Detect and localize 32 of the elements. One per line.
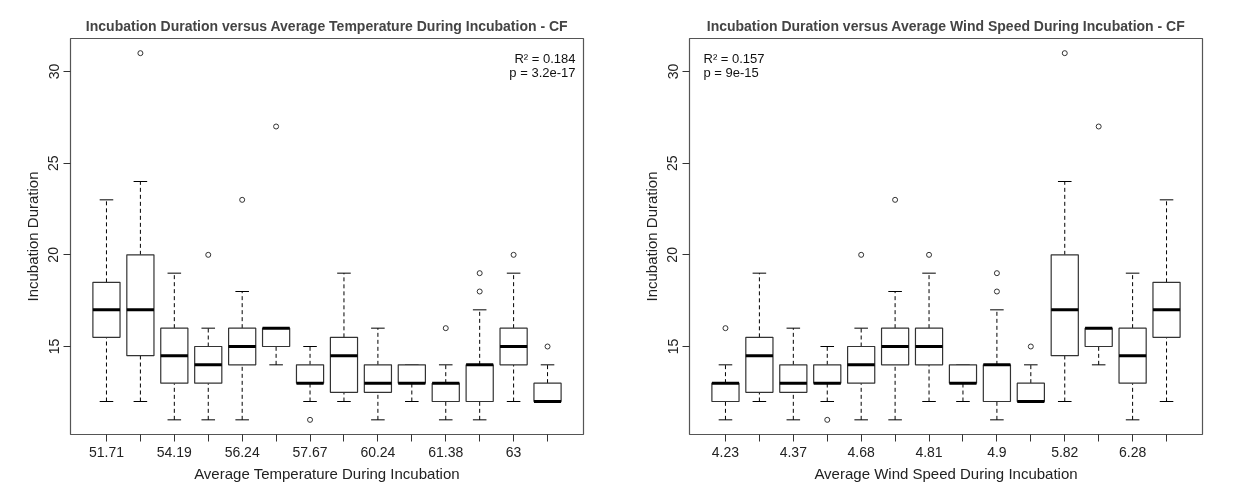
y-tick-label: 25 bbox=[664, 155, 681, 171]
annotation: R² = 0.184 bbox=[514, 50, 576, 66]
x-axis-title: Average Temperature During Incubation bbox=[194, 464, 460, 482]
y-tick-label: 20 bbox=[45, 246, 62, 263]
x-tick-label: 4.23 bbox=[711, 443, 740, 460]
y-tick-label: 30 bbox=[664, 63, 681, 80]
y-tick-label: 15 bbox=[45, 338, 62, 355]
x-tick-label: 60.24 bbox=[360, 443, 396, 460]
y-axis-title: Incubation Duration bbox=[642, 171, 660, 302]
x-tick-label: 6.28 bbox=[1118, 443, 1147, 460]
annotation: p = 3.2e-17 bbox=[509, 64, 576, 80]
y-tick-label: 25 bbox=[45, 155, 62, 171]
x-tick-label: 5.82 bbox=[1051, 443, 1079, 460]
x-tick-label: 61.38 bbox=[428, 443, 464, 460]
annotation: p = 9e-15 bbox=[703, 64, 759, 80]
y-tick-label: 30 bbox=[45, 63, 62, 80]
x-tick-label: 4.81 bbox=[915, 443, 943, 460]
y-tick-label: 15 bbox=[664, 338, 681, 355]
x-tick-label: 4.37 bbox=[779, 443, 808, 460]
y-axis-title: Incubation Duration bbox=[23, 171, 41, 302]
x-tick-label: 4.9 bbox=[987, 443, 1007, 460]
x-tick-label: 57.67 bbox=[292, 443, 328, 460]
x-tick-label: 63 bbox=[505, 443, 522, 460]
x-tick-label: 54.19 bbox=[156, 443, 193, 460]
x-tick-label: 56.24 bbox=[224, 443, 260, 460]
y-tick-label: 20 bbox=[664, 246, 681, 263]
x-tick-label: 51.71 bbox=[88, 443, 125, 460]
x-axis-title: Average Wind Speed During Incubation bbox=[814, 464, 1078, 482]
chart-title: Incubation Duration versus Average Wind Speed During Incubation - CF bbox=[706, 17, 1186, 34]
chart-title: Incubation Duration versus Average Temperature During Incubation - CF bbox=[85, 17, 569, 34]
annotation: R² = 0.157 bbox=[703, 50, 765, 66]
x-tick-label: 4.68 bbox=[847, 443, 876, 460]
